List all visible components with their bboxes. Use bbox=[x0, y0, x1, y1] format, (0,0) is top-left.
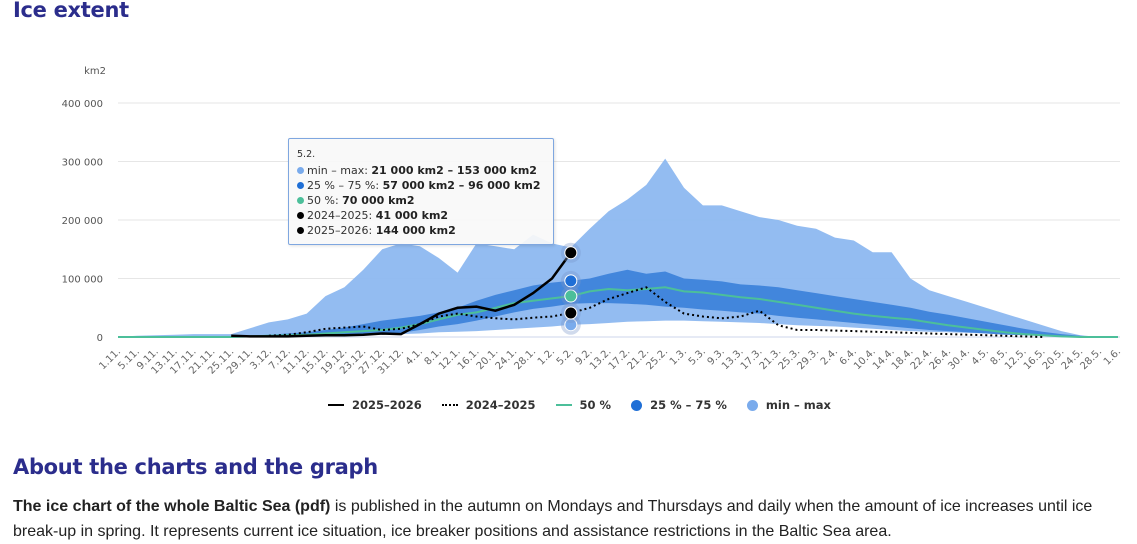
ice-chart-link[interactable]: The ice chart of the whole Baltic Sea (p… bbox=[13, 498, 331, 515]
ice-extent-chart: km2 0 100 000 200 000 300 000 400 000 1.11.5… bbox=[62, 66, 1123, 377]
legend-label: min – max bbox=[765, 398, 831, 412]
y-axis-ticks: 0 100 000 200 000 300 000 400 000 bbox=[62, 99, 103, 344]
season-2024-2025-marker bbox=[564, 306, 578, 320]
season-2025-2026-marker bbox=[564, 246, 578, 260]
x-tick-label: 4.1. bbox=[404, 346, 425, 367]
legend-label: 50 % bbox=[579, 398, 612, 412]
light-blue-circle-icon bbox=[746, 399, 758, 411]
tooltip-row-min-max: min – max: 21 000 km2 – 153 000 km2 bbox=[297, 164, 537, 177]
tooltip-row-quartiles: 25 % – 75 %: 57 000 km2 – 96 000 km2 bbox=[297, 179, 540, 192]
x-tick-label: 28.1. bbox=[512, 346, 538, 372]
tooltip-value: 144 000 km2 bbox=[375, 224, 456, 237]
dotted-line-icon bbox=[441, 404, 458, 406]
x-tick-label: 1.2. bbox=[536, 346, 557, 367]
min-max-area bbox=[118, 158, 1118, 337]
legend-item-2025-2026[interactable]: 2025–2026 bbox=[328, 398, 422, 412]
tooltip-row-2024-2025: 2024–2025: 41 000 km2 bbox=[297, 209, 448, 222]
x-tick-label: 5.3. bbox=[687, 346, 708, 367]
quartile-high-marker bbox=[564, 274, 578, 288]
x-tick-label: 28.5. bbox=[1078, 346, 1104, 372]
legend-item-quartiles[interactable]: 25 % – 75 % bbox=[631, 398, 727, 412]
x-tick-label: 4.5. bbox=[970, 346, 991, 367]
x-tick-label: 1.6. bbox=[1102, 346, 1123, 367]
quartile-area bbox=[118, 269, 1118, 337]
page-title: Ice extent bbox=[13, 0, 129, 22]
season-current-dot-icon bbox=[297, 227, 304, 234]
tooltip-value: 70 000 km2 bbox=[342, 194, 415, 207]
x-tick-label: 29.3. bbox=[795, 346, 821, 372]
y-tick-label: 100 000 bbox=[62, 275, 103, 286]
y-tick-label: 0 bbox=[97, 333, 103, 344]
chart-tooltip: 5.2. min – max: 21 000 km2 – 153 000 km2… bbox=[288, 138, 554, 245]
y-tick-label: 200 000 bbox=[62, 216, 103, 227]
tooltip-label: 2025–2026: bbox=[307, 224, 376, 237]
series-areas bbox=[118, 158, 1118, 337]
min-max-dot-icon bbox=[297, 167, 304, 174]
tooltip-row-2025-2026: 2025–2026: 144 000 km2 bbox=[297, 224, 456, 237]
tooltip-value: 57 000 km2 – 96 000 km2 bbox=[382, 179, 541, 192]
median-dot-icon bbox=[297, 197, 304, 204]
legend-item-min-max[interactable]: min – max bbox=[746, 398, 831, 412]
x-tick-label: 5.2. bbox=[555, 346, 576, 367]
about-paragraph: The ice chart of the whole Baltic Sea (p… bbox=[13, 494, 1133, 544]
tooltip-value: 41 000 km2 bbox=[375, 209, 449, 222]
legend-item-2024-2025[interactable]: 2024–2025 bbox=[441, 398, 536, 412]
tooltip-row-median: 50 %: 70 000 km2 bbox=[297, 194, 415, 207]
tooltip-label: 25 % – 75 %: bbox=[307, 179, 383, 192]
solid-line-icon bbox=[328, 404, 344, 406]
green-line-icon bbox=[555, 404, 572, 406]
x-tick-label: 2.4. bbox=[819, 346, 840, 367]
legend-label: 25 % – 75 % bbox=[650, 398, 727, 412]
x-tick-label: 30.4. bbox=[946, 346, 972, 372]
chart-legend: 2025–2026 2024–2025 50 % 25 % – 75 % min… bbox=[328, 398, 851, 412]
y-tick-label: 300 000 bbox=[62, 158, 103, 169]
y-tick-label: 400 000 bbox=[62, 99, 103, 110]
series-lines bbox=[118, 252, 1118, 338]
legend-label: 2024–2025 bbox=[465, 398, 536, 412]
median-marker bbox=[564, 289, 578, 303]
highlight-markers bbox=[560, 242, 581, 335]
legend-label: 2025–2026 bbox=[352, 398, 422, 412]
x-axis-ticks: 1.11.5.11.9.11.13.11.17.11.21.11.25.11.2… bbox=[97, 346, 1123, 376]
section-title-about: About the charts and the graph bbox=[13, 455, 378, 479]
legend-item-median[interactable]: 50 % bbox=[555, 398, 612, 412]
tooltip-label: 2024–2025: bbox=[307, 209, 376, 222]
tooltip-value: 21 000 km2 – 153 000 km2 bbox=[371, 164, 537, 177]
tooltip-date: 5.2. bbox=[297, 149, 316, 160]
tooltip-label: min – max: bbox=[307, 164, 372, 177]
blue-circle-icon bbox=[631, 399, 643, 411]
x-tick-label: 25.2. bbox=[645, 346, 671, 372]
tooltip-label: 50 %: bbox=[307, 194, 343, 207]
season-2025-2026-line bbox=[231, 252, 572, 338]
x-tick-label: 1.3. bbox=[668, 346, 689, 367]
quartile-dot-icon bbox=[297, 182, 304, 189]
season-previous-dot-icon bbox=[297, 212, 304, 219]
y-axis-unit-label: km2 bbox=[84, 66, 106, 77]
